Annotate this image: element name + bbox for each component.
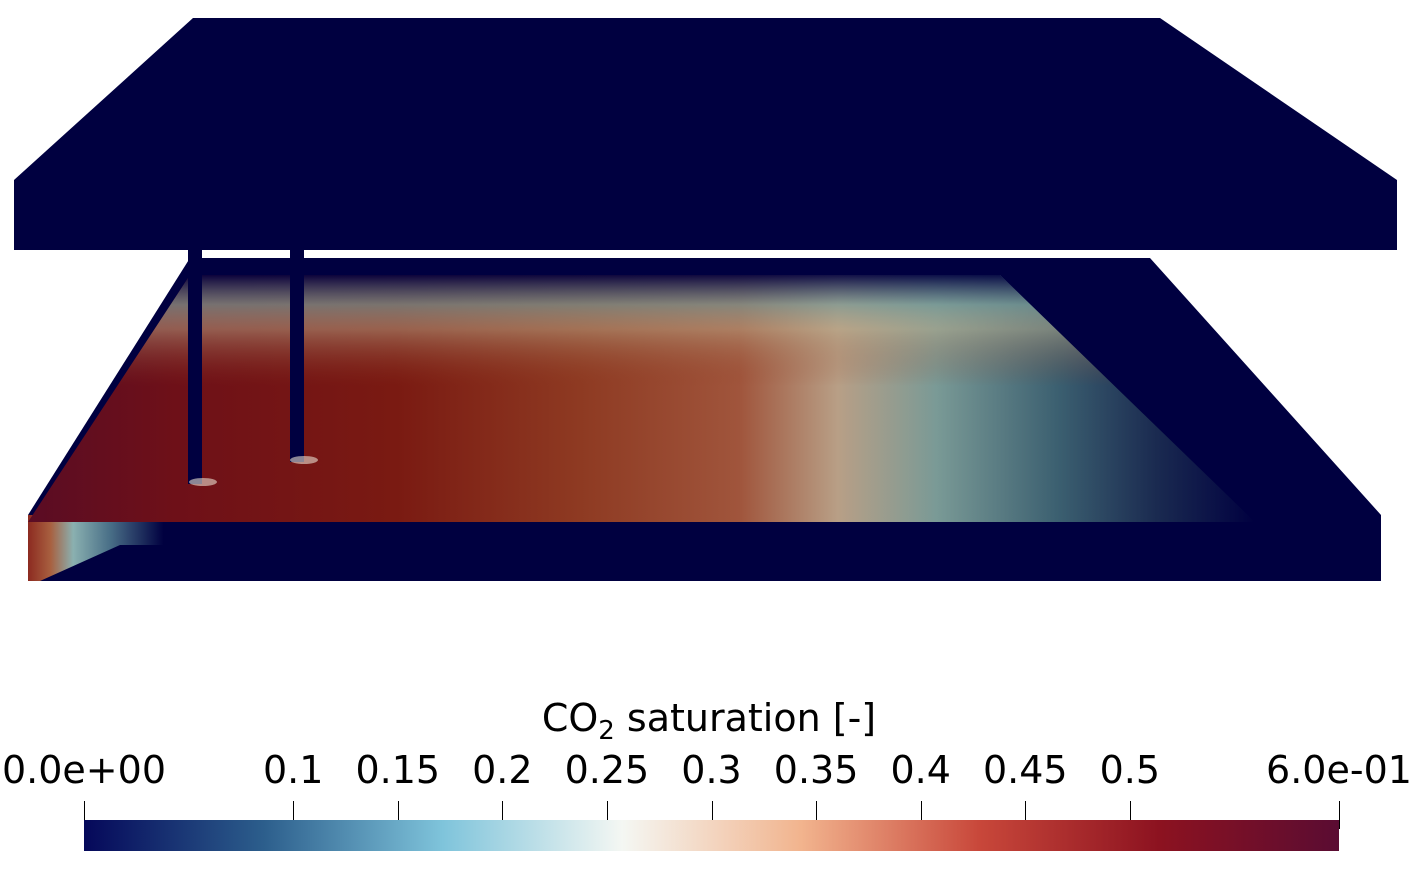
tick-mark: [1025, 801, 1027, 829]
tick-mark: [606, 801, 608, 829]
tick-label: 0.3: [681, 748, 742, 792]
tick-label: 0.15: [355, 748, 441, 792]
tick-mark: [1129, 801, 1131, 829]
well-2-contact: [290, 456, 318, 464]
tick-mark: [1339, 801, 1340, 829]
tick-label: 0.5: [1099, 748, 1161, 792]
reservoir-3d-view: [14, 18, 1397, 581]
tick-mark: [397, 801, 399, 829]
tick-label: 0.25: [564, 748, 650, 792]
tick-label: 0.4: [890, 748, 951, 792]
well-1: [188, 248, 202, 484]
legend-title: CO2 saturation [-]: [541, 696, 877, 746]
injection-wells: [188, 248, 318, 486]
tick-label: 0.2: [472, 748, 533, 792]
tick-label: 6.0e-01: [1266, 748, 1412, 792]
tick-mark: [816, 801, 818, 829]
tick-mark: [293, 801, 295, 829]
tick-mark: [502, 801, 504, 829]
tick-label: 0.45: [982, 748, 1068, 792]
tick-label: 0.1: [262, 748, 324, 792]
tick-label: 0.0e+00: [1, 748, 167, 792]
tick-mark: [920, 801, 922, 829]
reservoir-layer: [28, 258, 1381, 581]
tick-mark: [711, 801, 713, 829]
well-2: [290, 248, 304, 462]
tick-label: 0.35: [773, 748, 859, 792]
colorbar-gradient: [84, 820, 1339, 851]
tick-mark: [84, 801, 85, 829]
caprock-layer: [14, 18, 1397, 250]
well-1-contact: [189, 478, 217, 486]
